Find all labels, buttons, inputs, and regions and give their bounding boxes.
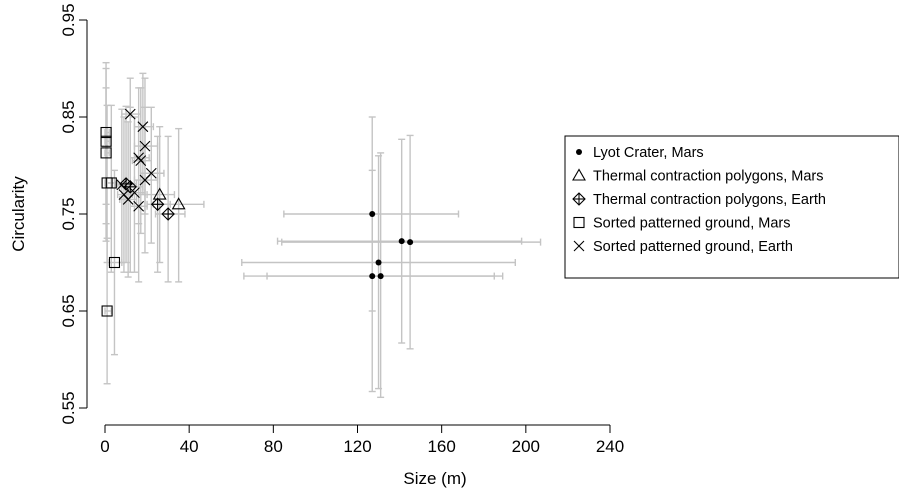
data-point — [139, 174, 151, 186]
data-point — [105, 177, 117, 189]
data-point — [100, 126, 112, 139]
legend-entry: Thermal contraction polygons, Earth — [593, 192, 826, 208]
x-tick-label: 0 — [100, 437, 109, 456]
legend-entry: Lyot Crater, Mars — [593, 145, 704, 161]
data-point — [375, 259, 382, 266]
data-point — [152, 187, 167, 200]
data-point — [369, 273, 376, 280]
data-points — [100, 108, 414, 317]
data-point — [137, 121, 149, 133]
data-point — [100, 135, 112, 147]
data-point — [122, 194, 134, 205]
data-point — [100, 147, 112, 159]
data-point — [377, 273, 384, 280]
data-point — [124, 108, 136, 120]
y-axis-title: Circularity — [9, 176, 28, 252]
y-tick-label: 0.85 — [59, 100, 78, 133]
x-tick-label: 200 — [512, 437, 540, 456]
data-point — [116, 179, 128, 191]
legend: Lyot Crater, Mars Thermal contraction pol… — [564, 135, 899, 279]
x-tick-label: 80 — [264, 437, 283, 456]
data-point — [150, 197, 165, 212]
data-point — [139, 140, 151, 152]
y-axis-ticks: 0.55 0.65 0.75 0.85 0.95 — [59, 3, 87, 425]
legend-symbol — [576, 149, 582, 155]
legend-entry: Thermal contraction polygons, Mars — [593, 169, 824, 185]
error-bar — [243, 169, 495, 393]
error-bar — [152, 127, 205, 283]
error-bar — [103, 237, 113, 385]
legend-symbol — [572, 192, 586, 206]
data-point — [398, 238, 405, 245]
legend-entry: Sorted patterned ground, Earth — [593, 239, 793, 255]
x-tick-label: 240 — [596, 437, 624, 456]
legend-symbol — [572, 168, 586, 181]
y-tick-label: 0.95 — [59, 3, 78, 36]
x-tick-label: 40 — [180, 437, 199, 456]
error-bar — [129, 87, 150, 225]
legend-entry: Sorted patterned ground, Mars — [593, 216, 790, 232]
data-point — [171, 197, 186, 210]
x-tick-label: 160 — [427, 437, 455, 456]
legend-symbol — [573, 240, 585, 252]
data-point — [161, 207, 175, 221]
error-bar — [133, 77, 159, 215]
error-bar — [102, 87, 110, 242]
data-point — [407, 239, 414, 246]
error-bar — [266, 152, 504, 399]
data-point — [101, 305, 113, 317]
y-tick-label: 0.75 — [59, 197, 78, 230]
legend-box — [564, 135, 899, 279]
x-axis-ticks: 0 40 80 120 160 200 240 — [100, 425, 624, 456]
data-point — [133, 200, 145, 212]
data-point — [123, 180, 138, 194]
data-point — [108, 256, 121, 269]
x-tick-label: 120 — [343, 437, 371, 456]
data-point — [135, 155, 147, 167]
error-bar — [241, 155, 517, 390]
data-point — [369, 211, 376, 217]
y-tick-label: 0.65 — [59, 294, 78, 327]
y-tick-label: 0.55 — [59, 391, 78, 424]
data-point — [133, 152, 145, 164]
error-bar — [133, 72, 155, 196]
legend-symbol — [573, 216, 585, 229]
error-bars — [102, 61, 542, 399]
x-axis-title: Size (m) — [403, 469, 466, 488]
